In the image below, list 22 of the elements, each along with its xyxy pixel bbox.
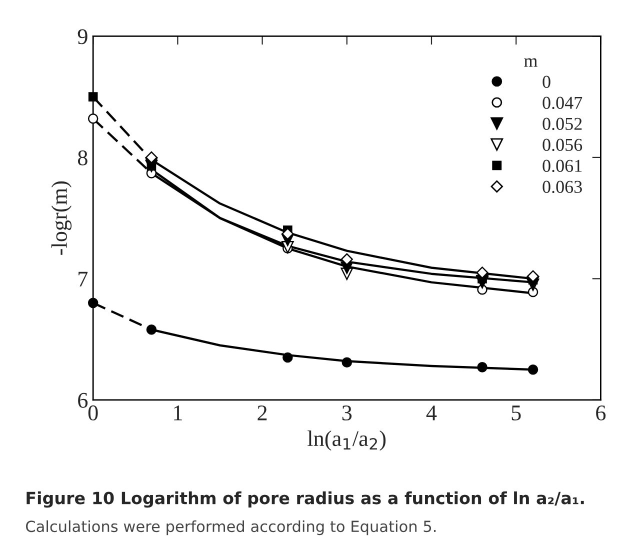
text: Figure 10 Logarithm of pore radius as a function of ln a₂/a₁. (26, 491, 584, 508)
x-tick-label: 2 (258, 405, 267, 420)
x-tick-label: 3 (342, 405, 352, 420)
legend-title: m (524, 58, 538, 67)
legend-label: 0.061 (542, 160, 582, 172)
legend-label: 0.047 (542, 96, 582, 110)
x-tick-label: 1 (174, 406, 182, 420)
x-axis-title: ln(a$_{1}$/a$_{2}$) (308, 430, 386, 451)
y-tick-label: 9 (78, 29, 88, 44)
y-axis-title: -logr(m) (51, 181, 72, 255)
x-tick-label: 6 (596, 405, 606, 420)
y-tick-label: 6 (78, 392, 88, 408)
text: Calculations were performed according to Equation 5. (26, 520, 436, 536)
y-tick-label: 7 (78, 272, 88, 286)
legend-label: 0 (542, 76, 550, 88)
x-tick-label: 4 (426, 406, 437, 420)
y-tick-label: 8 (78, 150, 88, 166)
legend-label: 0.056 (542, 138, 582, 152)
x-tick-label: 0 (88, 405, 98, 420)
x-tick-label: 5 (512, 406, 521, 420)
legend-label: 0.063 (542, 180, 582, 194)
legend-label: 0.052 (542, 118, 582, 130)
